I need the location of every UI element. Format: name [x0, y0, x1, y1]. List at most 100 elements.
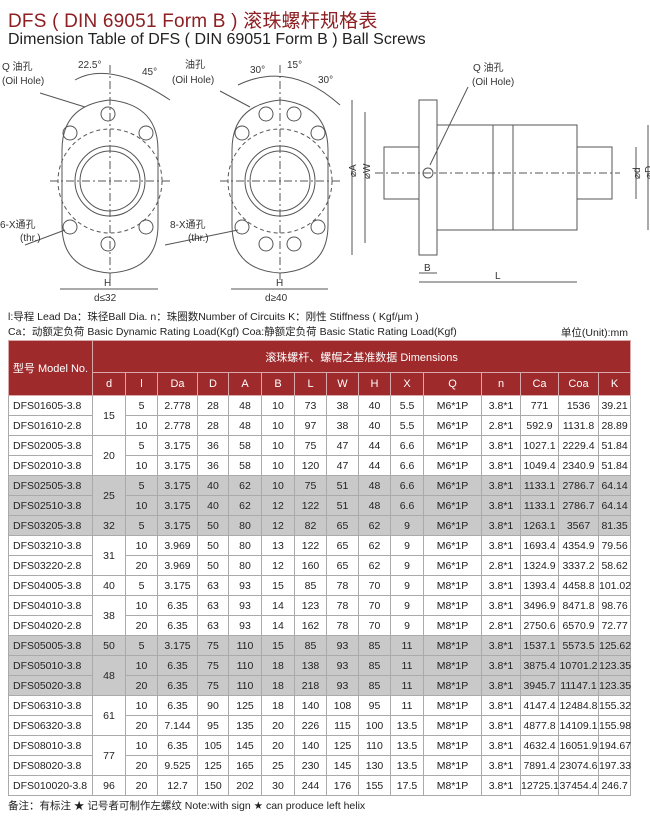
table-row: DFS03210-3.8 31 10 3.969 50 80 13 122 65 62 9 M6*1P… — [8, 535, 632, 576]
value-cell-b: 10 — [261, 395, 295, 416]
value-cell-h: 62 — [358, 535, 391, 556]
value-cell-coa: 12484.8 — [558, 695, 599, 716]
table-row: DFS02510-3.8 10 3.175 40 62 12 122 51 48 6.6 M6*1P… — [8, 495, 632, 516]
value-cell-x: 9 — [390, 555, 424, 576]
value-cell-q: M8*1P — [423, 595, 482, 616]
value-cell-b: 13 — [261, 535, 295, 556]
value-cell-b: 20 — [261, 735, 295, 756]
d-cell: 96 — [92, 775, 126, 796]
value-cell-coa: 3337.2 — [558, 555, 599, 576]
value-cell-da: 6.35 — [157, 595, 198, 616]
model-cell: DFS04010-3.8 — [8, 595, 93, 616]
value-cell-da: 3.969 — [157, 555, 198, 576]
value-cell-da: 2.778 — [157, 415, 198, 436]
value-cell-x: 11 — [390, 635, 424, 656]
table-row: DFS05010-3.8 48 10 6.35 75 110 18 138 93 85 11 M8*1… — [8, 655, 632, 696]
flange-view-large: 油孔 (Oil Hole) 30° 15° 30° 8-X通孔 (thr.) H… — [164, 58, 341, 304]
value-cell-n: 3.8*1 — [481, 495, 521, 516]
value-cell-b: 10 — [261, 435, 295, 456]
value-cell-w: 78 — [326, 615, 359, 636]
column-header-d: D — [197, 372, 229, 396]
value-cell-n: 3.8*1 — [481, 435, 521, 456]
value-cell-ca: 4877.8 — [520, 715, 559, 736]
value-cell-d: 75 — [197, 655, 229, 676]
legend-line-1: l:导程 Lead Da：珠径Ball Dia. n：珠圈数Number of … — [8, 311, 419, 323]
value-cell-q: M6*1P — [423, 415, 482, 436]
value-cell-coa: 23074.6 — [558, 755, 599, 776]
value-cell-x: 6.6 — [390, 495, 424, 516]
value-cell-a: 80 — [228, 515, 262, 536]
value-cell-coa: 14109.1 — [558, 715, 599, 736]
value-cell-l: 5 — [125, 435, 158, 456]
value-cell-h: 85 — [358, 675, 391, 696]
value-cell-da: 3.175 — [157, 475, 198, 496]
value-cell-da: 9.525 — [157, 755, 198, 776]
value-cell-w: 78 — [326, 575, 359, 596]
value-cell-l: 10 — [125, 535, 158, 556]
value-cell-a: 145 — [228, 735, 262, 756]
value-cell-k: 58.62 — [597, 555, 632, 576]
value-cell-ca: 7891.4 — [520, 755, 559, 776]
value-cell-d: 105 — [197, 735, 229, 756]
middle-angle-3: 30° — [318, 75, 333, 86]
model-header: 型号 Model No. — [8, 340, 93, 396]
middle-oil-label-en: (Oil Hole) — [172, 75, 214, 86]
value-cell-coa: 3567 — [558, 515, 599, 536]
value-cell-d: 95 — [197, 715, 229, 736]
model-cell: DFS02510-3.8 — [8, 495, 93, 516]
model-cell: DFS01605-3.8 — [8, 395, 93, 416]
value-cell-a: 125 — [228, 695, 262, 716]
middle-oil-label: 油孔 — [185, 58, 205, 71]
table-row: DFS010020-3.8 96 20 12.7 150 202 30 244 176 155 17… — [8, 775, 632, 796]
value-cell-w: 78 — [326, 595, 359, 616]
value-cell-b: 18 — [261, 655, 295, 676]
value-cell-ca: 4632.4 — [520, 735, 559, 756]
value-cell-n: 3.8*1 — [481, 535, 521, 556]
value-cell-n: 3.8*1 — [481, 455, 521, 476]
value-cell-q: M6*1P — [423, 535, 482, 556]
value-cell-coa: 1536 — [558, 395, 599, 416]
table-row: DFS04020-2.8 20 6.35 63 93 14 162 78 70 9 M8*1P 2.8… — [8, 615, 632, 636]
value-cell-x: 6.6 — [390, 475, 424, 496]
value-cell-b: 12 — [261, 515, 295, 536]
middle-dim-h: H — [276, 278, 283, 289]
model-cell: DFS08020-3.8 — [8, 755, 93, 776]
value-cell-q: M6*1P — [423, 515, 482, 536]
value-cell-q: M6*1P — [423, 555, 482, 576]
value-cell-q: M8*1P — [423, 655, 482, 676]
value-cell-l: 5 — [125, 575, 158, 596]
value-cell-a: 62 — [228, 475, 262, 496]
value-cell-h: 70 — [358, 595, 391, 616]
middle-condition: d≥40 — [265, 293, 288, 304]
value-cell-x: 5.5 — [390, 415, 424, 436]
d-cell: 15 — [92, 395, 126, 436]
value-cell-b: 18 — [261, 675, 295, 696]
column-header-x: X — [390, 372, 424, 396]
value-cell-da: 6.35 — [157, 695, 198, 716]
value-cell-x: 9 — [390, 615, 424, 636]
value-cell-n: 3.8*1 — [481, 755, 521, 776]
dim-d-small: ⌀d — [632, 167, 643, 179]
value-cell-k: 246.7 — [597, 775, 632, 796]
value-cell-n: 2.8*1 — [481, 415, 521, 436]
legend-line-2: Ca：动额定负荷 Basic Dynamic Rating Load(Kgf) … — [8, 326, 457, 338]
value-cell-ca: 771 — [520, 395, 559, 416]
table-row: DFS02005-3.8 20 5 3.175 36 58 10 75 47 44 6.6 M6*1P… — [8, 435, 632, 476]
value-cell-q: M8*1P — [423, 735, 482, 756]
value-cell-k: 81.35 — [597, 515, 632, 536]
value-cell-w: 115 — [326, 715, 359, 736]
model-cell: DFS06320-3.8 — [8, 715, 93, 736]
value-cell-n: 3.8*1 — [481, 635, 521, 656]
left-dim-h: H — [104, 278, 111, 289]
value-cell-n: 3.8*1 — [481, 595, 521, 616]
value-cell-l: 10 — [125, 695, 158, 716]
value-cell-x: 13.5 — [390, 755, 424, 776]
value-cell-ca: 3496.9 — [520, 595, 559, 616]
value-cell-b: 10 — [261, 455, 295, 476]
value-cell-coa: 16051.9 — [558, 735, 599, 756]
value-cell-a: 48 — [228, 415, 262, 436]
value-cell-da: 2.778 — [157, 395, 198, 416]
value-cell-h: 95 — [358, 695, 391, 716]
value-cell-k: 64.14 — [597, 495, 632, 516]
table-row: DFS05020-3.8 20 6.35 75 110 18 218 93 85 11 M8*1P 3… — [8, 675, 632, 696]
